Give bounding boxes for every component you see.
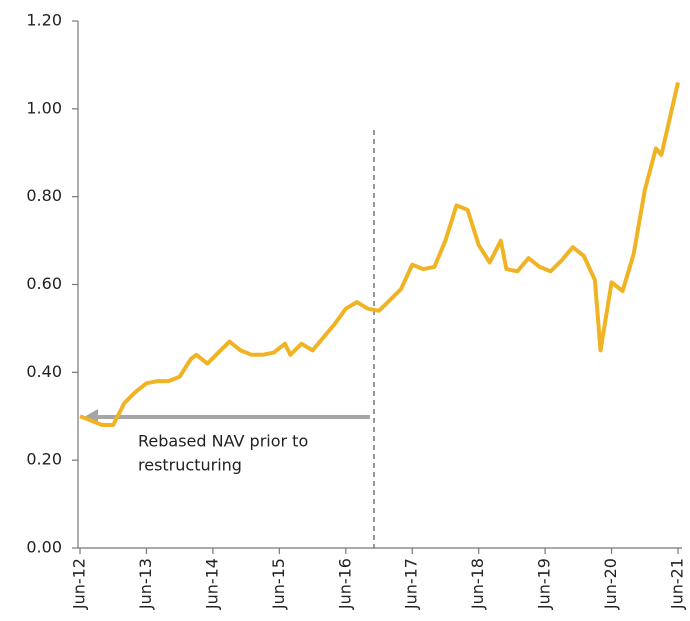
x-tick-label: Jun-15 — [269, 558, 288, 610]
y-tick-label: 0.60 — [26, 274, 62, 293]
y-tick-label: 0.40 — [26, 362, 62, 381]
nav-line — [79, 82, 680, 427]
x-tick-label: Jun-16 — [335, 558, 354, 610]
y-tick-label: 0.80 — [26, 186, 62, 205]
x-tick-label: Jun-20 — [601, 558, 620, 610]
y-tick-label: 1.00 — [26, 98, 62, 117]
x-tick-label: Jun-12 — [70, 558, 89, 610]
annotation: Rebased NAV prior to — [138, 432, 308, 451]
y-tick-label: 0.00 — [26, 538, 62, 557]
x-tick-label: Jun-19 — [535, 558, 554, 610]
y-tick-label: 0.20 — [26, 450, 62, 469]
x-tick-label: Jun-17 — [402, 558, 421, 610]
y-tick-label: 1.20 — [26, 11, 62, 30]
x-tick-label: Jun-13 — [136, 558, 155, 610]
x-tick-label: Jun-14 — [202, 558, 221, 610]
x-tick-label: Jun-21 — [668, 558, 687, 610]
x-tick-label: Jun-18 — [468, 558, 487, 610]
annotation: restructuring — [138, 456, 242, 475]
